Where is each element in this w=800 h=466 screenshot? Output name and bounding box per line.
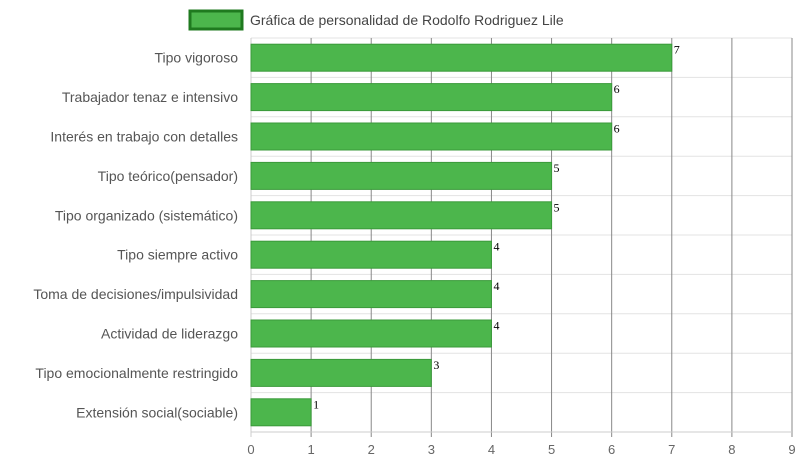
bar xyxy=(250,201,553,230)
x-tick-label: 2 xyxy=(368,442,375,457)
category-label: Extensión social(sociable) xyxy=(76,404,238,420)
data-labels: 7 6 6 5 5 4 4 4 3 1 xyxy=(313,43,680,412)
bar xyxy=(250,398,312,427)
data-label: 4 xyxy=(493,319,499,333)
x-tick-label: 1 xyxy=(307,442,314,457)
x-tick-label: 6 xyxy=(608,442,615,457)
bar xyxy=(250,43,673,72)
data-label: 7 xyxy=(674,43,680,57)
bar xyxy=(250,83,613,112)
data-label: 1 xyxy=(313,397,319,411)
category-label: Tipo teórico(pensador) xyxy=(98,168,238,184)
x-tick-label: 7 xyxy=(668,442,675,457)
x-tick-label: 3 xyxy=(428,442,435,457)
x-tick-label: 8 xyxy=(728,442,735,457)
data-label: 3 xyxy=(433,358,439,372)
x-tick-label: 4 xyxy=(488,442,495,457)
category-label: Tipo emocionalmente restringido xyxy=(35,365,238,381)
legend[interactable]: Gráfica de personalidad de Rodolfo Rodri… xyxy=(188,9,564,31)
data-label: 5 xyxy=(554,161,560,175)
data-label: 6 xyxy=(614,122,620,136)
x-tick-label: 9 xyxy=(788,442,795,457)
legend-label: Gráfica de personalidad de Rodolfo Rodri… xyxy=(250,12,564,28)
data-label: 4 xyxy=(493,279,499,293)
bar xyxy=(250,280,492,309)
bar xyxy=(250,358,432,387)
bar xyxy=(250,240,492,269)
category-labels: Tipo vigoroso Trabajador tenaz e intensiv… xyxy=(33,50,238,421)
category-label: Trabajador tenaz e intensivo xyxy=(62,89,238,105)
category-label: Tipo organizado (sistemático) xyxy=(55,207,238,223)
bars xyxy=(250,43,673,427)
x-axis-tick-labels: 0 1 2 3 4 5 6 7 8 9 xyxy=(247,442,795,457)
category-label: Interés en trabajo con detalles xyxy=(50,129,238,145)
data-label: 6 xyxy=(614,82,620,96)
category-label: Tipo siempre activo xyxy=(117,247,238,263)
category-label: Tipo vigoroso xyxy=(154,50,238,66)
data-label: 5 xyxy=(554,200,560,214)
x-tick-label: 5 xyxy=(548,442,555,457)
data-label: 4 xyxy=(493,240,499,254)
legend-swatch xyxy=(188,9,244,31)
category-label: Actividad de liderazgo xyxy=(101,326,238,342)
x-tick-label: 0 xyxy=(247,442,254,457)
category-label: Toma de decisiones/impulsividad xyxy=(33,286,238,302)
bar xyxy=(250,122,613,151)
bar xyxy=(250,161,553,190)
bar xyxy=(250,319,492,348)
